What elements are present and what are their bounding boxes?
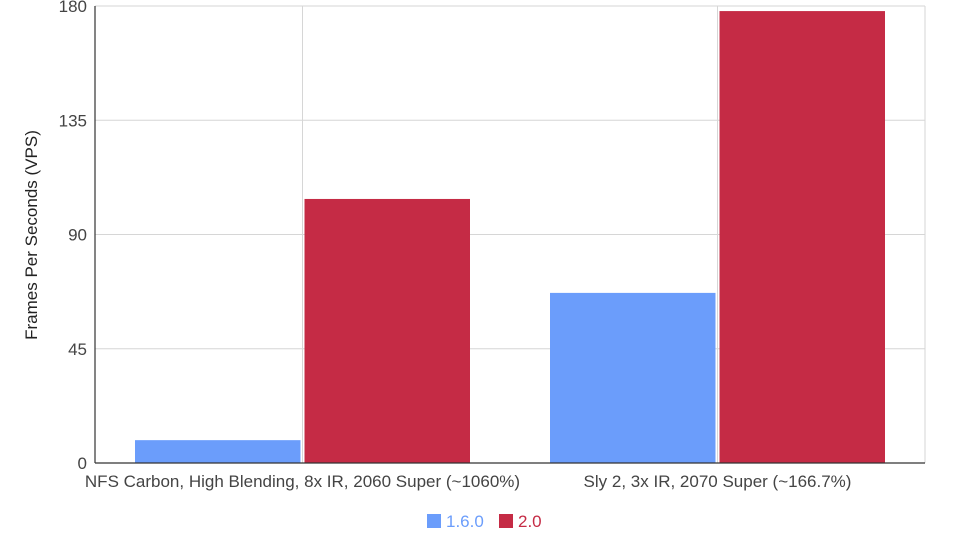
bar-2-0-cat-1	[719, 11, 885, 463]
legend-label-2-0: 2.0	[518, 512, 542, 531]
y-tick-labels: 0 45 90 135 180	[59, 0, 87, 473]
x-category-label: NFS Carbon, High Blending, 8x IR, 2060 S…	[85, 472, 520, 491]
axes	[94, 6, 925, 464]
category-labels: NFS Carbon, High Blending, 8x IR, 2060 S…	[85, 472, 852, 491]
x-category-label: Sly 2, 3x IR, 2070 Super (~166.7%)	[584, 472, 852, 491]
legend-swatch-1-6-0	[427, 514, 441, 528]
bars	[135, 11, 885, 463]
y-tick-label: 180	[59, 0, 87, 16]
y-axis-title: Frames Per Seconds (VPS)	[22, 130, 41, 340]
legend-label-1-6-0: 1.6.0	[446, 512, 484, 531]
bar-1-6-0-cat-0	[135, 440, 301, 463]
bar-2-0-cat-0	[304, 198, 470, 463]
y-tick-label: 45	[68, 340, 87, 359]
legend-swatch-2-0	[499, 514, 513, 528]
legend: 1.6.0 2.0	[427, 512, 542, 531]
y-tick-label: 90	[68, 226, 87, 245]
y-tick-label: 135	[59, 111, 87, 130]
y-tick-label: 0	[78, 454, 87, 473]
bar-1-6-0-cat-1	[550, 292, 716, 463]
